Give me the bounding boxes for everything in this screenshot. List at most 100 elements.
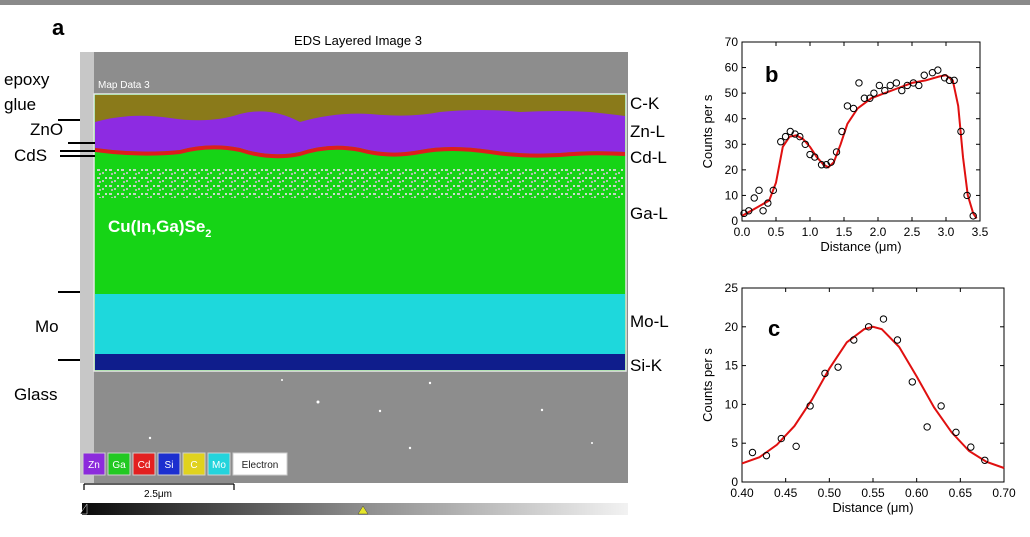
chart-b-data-point xyxy=(832,148,841,156)
chart-c-xtick-label: 0.40 xyxy=(730,486,754,500)
label-ga-l: Ga-L xyxy=(630,204,668,223)
chart-b-data-point xyxy=(827,158,835,166)
chart-c-data-point xyxy=(952,428,960,437)
scale-bar-label: 2.5μm xyxy=(144,489,172,500)
scale-bar xyxy=(83,483,235,490)
chart-c-data-point xyxy=(967,443,975,451)
label-glue: glue xyxy=(4,95,36,114)
chart-b-data-point xyxy=(817,161,826,169)
chart-b-data-point xyxy=(866,94,874,102)
svg-text:C: C xyxy=(190,460,197,471)
gradient-marker-center xyxy=(357,505,369,515)
chart-b-data-point xyxy=(870,89,878,97)
legend-swatch-zn: Zn xyxy=(82,452,106,476)
chart-b-xlabel: Distance (μm) xyxy=(820,239,901,254)
chart-c-xlabel: Distance (μm) xyxy=(832,500,913,515)
chart-c-xtick-label: 0.70 xyxy=(992,486,1016,500)
label-cds: CdS xyxy=(14,146,47,165)
chart-c-fit-line xyxy=(741,325,1005,469)
chart-c-ylabel: Counts per s xyxy=(700,348,715,422)
chart-b-data-point xyxy=(934,66,942,74)
chart-b-data-point xyxy=(838,127,846,136)
chart-b-data-point xyxy=(764,199,772,207)
chart-b-data-point xyxy=(892,79,901,87)
chart-c-data-point xyxy=(777,434,785,443)
chart-c-data-point xyxy=(834,363,842,371)
top-border xyxy=(0,0,1030,5)
chart-b-ytick-label: 20 xyxy=(725,163,739,177)
chart-b-data-point xyxy=(769,186,777,195)
chart-c: c 0.40 0.45 0.50 0.55 0.60 0.65 0.70 0 5 10 15 20 25… xyxy=(700,281,1016,515)
chart-b-ytick-label: 50 xyxy=(725,86,739,100)
chart-b-data-point xyxy=(915,81,923,90)
element-legend: Zn Ga Cd Si C Mo Electron xyxy=(82,452,288,476)
label-mo-l: Mo-L xyxy=(630,312,669,331)
svg-text:Cd: Cd xyxy=(138,460,151,471)
svg-text:Mo: Mo xyxy=(212,460,226,471)
chart-c-ytick-label: 10 xyxy=(725,397,739,411)
layer-cigs-grains xyxy=(95,168,625,198)
chart-c-xtick-label: 0.50 xyxy=(818,486,842,500)
chart-b-data-point xyxy=(811,153,819,161)
legend-swatch-si: Si xyxy=(157,452,181,476)
panel-a-title: EDS Layered Image 3 xyxy=(294,33,422,48)
chart-b-ytick-label: 40 xyxy=(725,112,739,126)
chart-b-ytick-label: 30 xyxy=(725,137,739,151)
gradient-marker-left xyxy=(79,503,88,515)
chart-b-data-point xyxy=(945,76,954,85)
chart-b-ytick-label: 10 xyxy=(725,188,739,202)
layer-si xyxy=(95,354,625,370)
label-epoxy: epoxy xyxy=(4,70,50,89)
chart-c-data-point xyxy=(821,369,829,378)
chart-c-data-point xyxy=(762,451,771,460)
chart-c-ytick-label: 5 xyxy=(731,436,738,450)
chart-c-data-point xyxy=(864,323,873,331)
chart-b-data-point xyxy=(881,86,889,95)
chart-b-data-point xyxy=(801,140,809,148)
chart-b-data-point xyxy=(875,81,884,90)
chart-b-xtick-label: 1.0 xyxy=(802,225,819,239)
chart-b-data-point xyxy=(860,94,869,102)
chart-c-ytick-label: 20 xyxy=(725,320,739,334)
sem-specks xyxy=(148,379,593,450)
chart-b-data-point xyxy=(969,212,977,220)
chart-b-data-point xyxy=(950,76,958,85)
svg-text:Si: Si xyxy=(165,460,174,471)
chart-b-data-point xyxy=(957,127,965,136)
label-glass: Glass xyxy=(14,385,57,404)
legend-swatch-c: C xyxy=(182,452,206,476)
chart-b-data-point xyxy=(886,81,894,90)
chart-b-data-point xyxy=(898,86,906,95)
chart-c-data-point xyxy=(923,423,931,431)
chart-b-letter: b xyxy=(765,62,778,87)
chart-c-ytick-label: 15 xyxy=(725,359,739,373)
label-zn-l: Zn-L xyxy=(630,122,665,141)
chart-b-data-point xyxy=(777,138,785,146)
chart-b-frame xyxy=(741,41,981,222)
chart-b-data-point xyxy=(755,186,763,195)
sem-left-strip xyxy=(80,52,94,483)
legend-swatch-cd: Cd xyxy=(132,452,156,476)
chart-b-data-point xyxy=(843,102,852,110)
chart-c-data-point xyxy=(879,315,888,323)
chart-c-data-point xyxy=(937,402,945,410)
contrast-gradient-bar xyxy=(82,503,628,515)
legend-swatch-electron: Electron xyxy=(232,452,288,476)
chart-b-data-point xyxy=(855,79,863,87)
chart-b-xtick-label: 1.5 xyxy=(836,225,853,239)
left-marker-lines xyxy=(58,119,95,361)
chart-c-data-point xyxy=(908,378,916,386)
chart-c-ytick-label: 25 xyxy=(725,281,739,295)
chart-c-data-point xyxy=(792,442,800,451)
chart-c-ytick-label: 0 xyxy=(731,475,738,489)
chart-b-xtick-label: 3.0 xyxy=(938,225,955,239)
chart-c-xtick-label: 0.45 xyxy=(774,486,798,500)
chart-b-fit-line xyxy=(741,74,978,219)
chart-b-data-point xyxy=(796,132,804,141)
chart-b: b 0.0 0.5 1.0 1.5 2.0 2.5 3.0 3.5 0 10 20 30 40 50 60 7… xyxy=(700,35,989,254)
chart-b-ytick-label: 70 xyxy=(725,35,739,49)
chart-c-data-point xyxy=(748,448,757,457)
chart-b-ylabel: Counts per s xyxy=(700,94,715,168)
layer-zno xyxy=(95,110,625,155)
